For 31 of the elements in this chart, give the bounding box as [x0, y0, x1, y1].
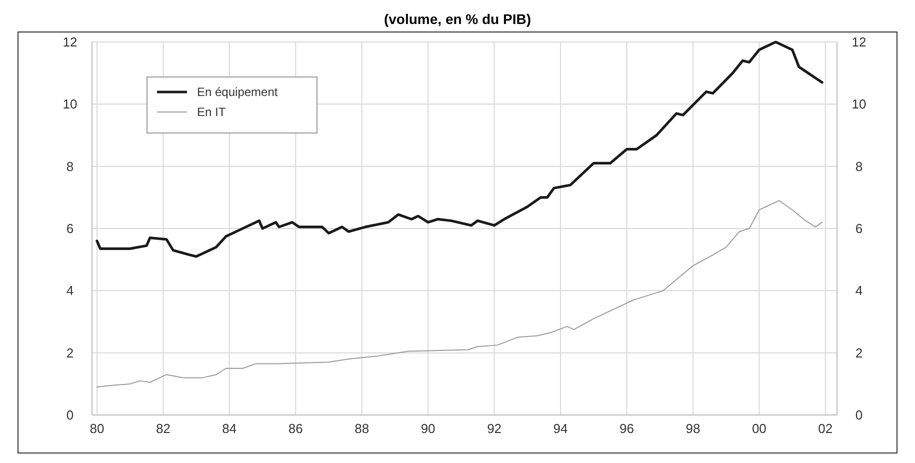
x-tick-label: 98 [686, 421, 700, 436]
x-tick-label: 86 [288, 421, 303, 436]
y-tick-label: 12 [62, 34, 78, 50]
y2-tick-label: 6 [855, 221, 863, 236]
x-tick-label: 00 [752, 421, 766, 436]
y-tick-label: 10 [62, 96, 78, 112]
x-tick-label: 90 [420, 421, 436, 436]
x-tick-label: 94 [553, 421, 568, 436]
x-tick-label: 80 [90, 421, 104, 436]
y-tick-label: 2 [66, 345, 74, 360]
x-tick-label: 96 [620, 421, 634, 436]
y2-tick-label: 10 [852, 96, 866, 112]
y2-tick-label: 4 [855, 283, 863, 298]
x-tick-label: 92 [487, 421, 502, 436]
legend-label: En IT [197, 105, 226, 120]
y-tick-label: 0 [66, 408, 74, 423]
y2-tick-label: 0 [855, 408, 863, 423]
x-tick-label: 82 [156, 421, 170, 436]
chart-title: (volume, en % du PIB) [384, 11, 532, 27]
y-tick-label: 6 [66, 221, 74, 236]
legend-label: En équipement [197, 85, 278, 100]
x-tick-label: 84 [222, 421, 237, 436]
y-tick-label: 4 [66, 283, 74, 298]
y2-tick-label: 2 [855, 345, 863, 360]
y-tick-label: 8 [66, 158, 74, 174]
x-tick-label: 88 [354, 421, 370, 436]
y2-tick-label: 12 [852, 34, 866, 50]
y2-tick-label: 8 [855, 158, 863, 174]
line-series [96, 200, 823, 388]
line-series [96, 40, 824, 258]
x-tick-label: 02 [818, 421, 833, 436]
